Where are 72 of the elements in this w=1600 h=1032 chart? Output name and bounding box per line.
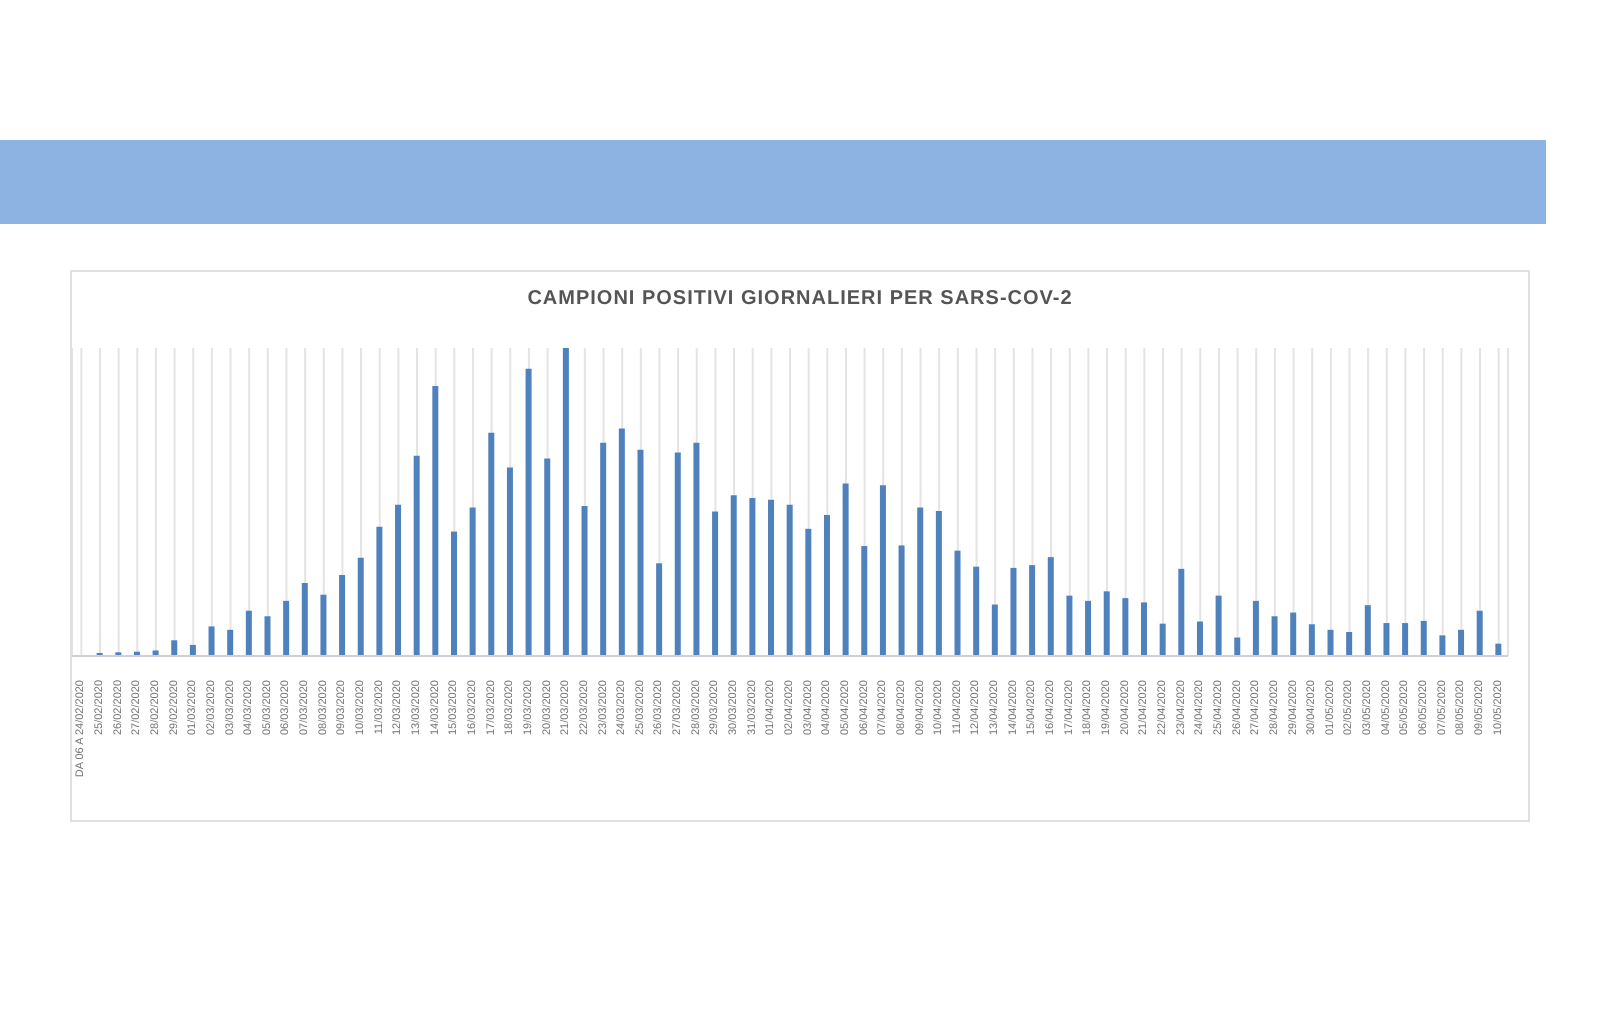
bar [1402, 623, 1409, 656]
bar [618, 428, 625, 656]
bar [1066, 595, 1073, 656]
bar [339, 575, 346, 656]
bar [245, 610, 252, 656]
bar [674, 452, 681, 656]
chart-title: CAMPIONI POSITIVI GIORNALIERI PER SARS-COV-2 [525, 288, 1075, 310]
bar [1234, 637, 1241, 656]
bar [1122, 598, 1129, 656]
bar [693, 442, 700, 656]
bar [1178, 568, 1185, 656]
bar [1085, 600, 1092, 656]
bar [1141, 602, 1148, 656]
bar [730, 495, 737, 656]
bar [749, 498, 756, 656]
bar [1271, 616, 1278, 656]
bar [786, 504, 793, 656]
bar [506, 467, 513, 656]
bar [227, 629, 234, 656]
bar [600, 442, 607, 656]
bar [152, 650, 159, 656]
bar [544, 458, 551, 656]
bar [208, 626, 215, 656]
bar [189, 644, 196, 656]
bar [1308, 624, 1315, 656]
bar [656, 563, 663, 656]
bar [432, 385, 439, 656]
bar [283, 600, 290, 656]
bar [1103, 591, 1110, 656]
bar [917, 507, 924, 656]
bar [1290, 612, 1297, 656]
bar [525, 368, 532, 656]
bar [320, 594, 327, 656]
bar [1196, 621, 1203, 656]
bar [973, 566, 980, 656]
bar [450, 531, 457, 656]
bar [1439, 635, 1446, 656]
bar [842, 483, 849, 656]
bar [1346, 631, 1353, 656]
bar [469, 507, 476, 656]
bar [301, 583, 308, 656]
bar [991, 604, 998, 656]
bar [768, 499, 775, 656]
bar [413, 455, 420, 656]
bar [357, 557, 364, 656]
bar [1420, 620, 1427, 656]
bar [488, 432, 495, 656]
bar [1215, 595, 1222, 656]
bar [805, 528, 812, 656]
bar [712, 511, 719, 656]
bar [264, 616, 271, 656]
bar [898, 545, 905, 656]
bar [1010, 567, 1017, 656]
bar [954, 550, 961, 656]
bar [935, 510, 942, 656]
bar [823, 514, 830, 656]
bar [1458, 629, 1465, 656]
bar [637, 449, 644, 656]
bar [1159, 623, 1166, 656]
bar [1364, 605, 1371, 656]
bar [1383, 623, 1390, 656]
bar [171, 640, 178, 656]
bar [1029, 565, 1036, 656]
bar [879, 485, 886, 656]
bar [1047, 557, 1054, 656]
bar [1327, 629, 1334, 656]
bar [395, 504, 402, 656]
bar [1476, 610, 1483, 656]
bar [1252, 600, 1259, 656]
bar [581, 506, 588, 656]
bar [376, 526, 383, 656]
bar [861, 546, 868, 656]
